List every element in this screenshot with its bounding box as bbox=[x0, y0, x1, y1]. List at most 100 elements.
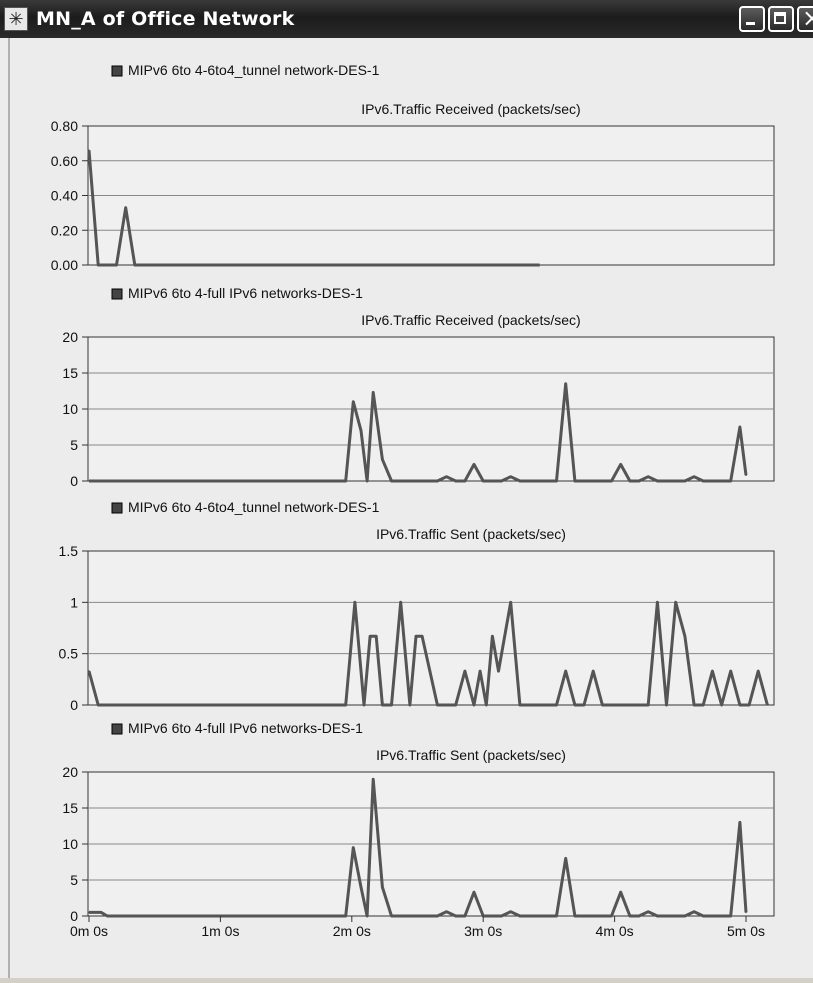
data-point bbox=[574, 915, 576, 917]
y-tick-label: 0.00 bbox=[51, 257, 78, 273]
data-point bbox=[485, 704, 488, 706]
data-point bbox=[244, 480, 246, 482]
data-point bbox=[381, 458, 384, 461]
chart-4: MIPv6 6to 4-full IPv6 networks-DES-1 IPv6… bbox=[62, 720, 775, 924]
data-point bbox=[720, 704, 723, 706]
x-tick-label: 5m 0s bbox=[727, 923, 765, 939]
data-point bbox=[509, 601, 512, 604]
data-point bbox=[216, 480, 219, 482]
data-point bbox=[629, 915, 631, 917]
data-point bbox=[656, 915, 659, 917]
series-line bbox=[89, 777, 748, 918]
data-point bbox=[464, 480, 466, 482]
data-point bbox=[399, 601, 402, 604]
data-point bbox=[729, 670, 732, 672]
legend-label: MIPv6 6to 4-6to4_tunnel network-DES-1 bbox=[128, 62, 380, 78]
data-point bbox=[766, 704, 769, 706]
data-point bbox=[647, 704, 649, 706]
window-controls bbox=[739, 4, 813, 32]
data-point bbox=[390, 480, 393, 482]
data-point bbox=[629, 480, 631, 482]
data-point bbox=[375, 635, 378, 637]
data-point bbox=[592, 670, 594, 672]
data-point bbox=[497, 670, 500, 672]
data-point bbox=[97, 264, 99, 266]
data-point bbox=[610, 480, 613, 482]
data-point bbox=[88, 670, 90, 672]
y-tick-label: 0 bbox=[70, 908, 78, 924]
maximize-button[interactable] bbox=[768, 6, 794, 32]
y-tick-label: 1.5 bbox=[59, 543, 79, 559]
y-tick-label: 10 bbox=[62, 836, 78, 852]
y-tick-label: 0 bbox=[70, 473, 78, 489]
chart-2: MIPv6 6to 4-full IPv6 networks-DES-1 IPv6… bbox=[62, 285, 775, 489]
data-point bbox=[366, 480, 368, 482]
star-burst-icon[interactable]: ✳ bbox=[4, 7, 28, 31]
data-point bbox=[464, 670, 466, 672]
data-point bbox=[564, 670, 567, 672]
data-point bbox=[454, 915, 457, 917]
data-point bbox=[473, 891, 475, 893]
data-point bbox=[363, 704, 365, 706]
data-point bbox=[479, 670, 481, 672]
y-tick-label: 0.5 bbox=[59, 646, 79, 662]
data-point bbox=[415, 635, 417, 637]
data-point bbox=[409, 704, 411, 706]
data-point bbox=[390, 915, 393, 917]
data-point bbox=[366, 915, 368, 917]
data-point bbox=[564, 383, 567, 385]
data-point bbox=[583, 704, 585, 706]
data-point bbox=[555, 915, 558, 917]
data-point bbox=[693, 704, 695, 706]
data-point bbox=[555, 704, 558, 706]
y-tick-label: 0.40 bbox=[51, 188, 78, 204]
legend-label: MIPv6 6to 4-6to4_tunnel network-DES-1 bbox=[128, 499, 380, 515]
data-point bbox=[729, 915, 732, 917]
data-point bbox=[702, 915, 704, 917]
y-tick-label: 0.60 bbox=[51, 153, 78, 169]
data-point bbox=[693, 910, 695, 913]
y-tick-label: 20 bbox=[62, 329, 78, 345]
legend-swatch bbox=[111, 65, 123, 77]
y-tick-label: 20 bbox=[62, 764, 78, 780]
data-point bbox=[491, 635, 494, 637]
data-point bbox=[519, 480, 521, 482]
title-bar[interactable]: ✳ MN_A of Office Network bbox=[0, 0, 813, 38]
data-point bbox=[454, 480, 457, 482]
chart-3: MIPv6 6to 4-6to4_tunnel network-DES-1 IPv… bbox=[59, 499, 775, 713]
data-point bbox=[702, 480, 704, 482]
data-point bbox=[473, 704, 475, 706]
data-point bbox=[88, 911, 90, 914]
data-point bbox=[360, 886, 362, 888]
data-point bbox=[344, 704, 347, 706]
data-point bbox=[100, 911, 102, 914]
data-point bbox=[124, 206, 127, 209]
minimize-button[interactable] bbox=[739, 6, 765, 32]
data-point bbox=[665, 704, 668, 706]
data-point bbox=[372, 391, 375, 394]
y-tick-label: 15 bbox=[62, 800, 78, 816]
data-point bbox=[555, 480, 558, 482]
data-point bbox=[482, 480, 485, 482]
close-button[interactable] bbox=[797, 4, 813, 32]
y-tick-label: 1 bbox=[70, 594, 78, 610]
data-point bbox=[601, 704, 604, 706]
chart-area: MIPv6 6to 4-6to4_tunnel network-DES-1 IPv… bbox=[8, 38, 813, 978]
data-point bbox=[360, 429, 362, 432]
y-tick-label: 0.80 bbox=[51, 118, 78, 134]
x-tick-label: 0m 0s bbox=[70, 923, 108, 939]
x-tick-label: 1m 0s bbox=[201, 923, 239, 939]
data-point bbox=[352, 401, 355, 403]
data-point bbox=[739, 704, 741, 706]
data-point bbox=[656, 480, 659, 482]
y-tick-label: 10 bbox=[62, 401, 78, 417]
data-point bbox=[745, 911, 747, 914]
chart-1: MIPv6 6to 4-6to4_tunnel network-DES-1 IPv… bbox=[51, 62, 775, 273]
data-point bbox=[88, 149, 90, 152]
legend-label: MIPv6 6to 4-full IPv6 networks-DES-1 bbox=[128, 285, 363, 301]
data-point bbox=[656, 601, 659, 604]
data-point bbox=[757, 670, 759, 672]
y-tick-label: 0 bbox=[70, 697, 78, 713]
series-line bbox=[87, 150, 540, 267]
data-point bbox=[674, 601, 677, 604]
